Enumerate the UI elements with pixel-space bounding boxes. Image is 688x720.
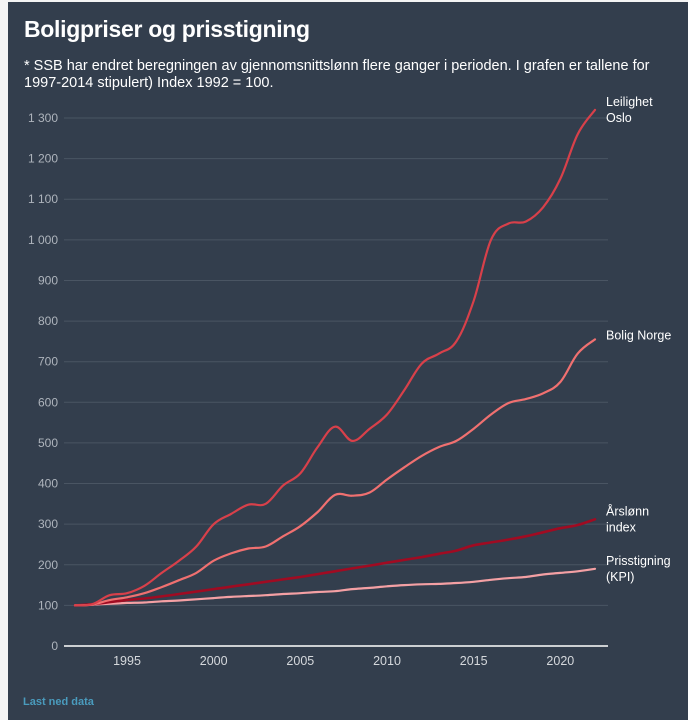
y-tick-label: 700 [38,355,58,369]
y-tick-label: 800 [38,314,58,328]
x-tick-label: 2015 [460,654,488,668]
series-labels: Leilighet Oslo Bolig Norge Årslønn index Pris… [606,95,671,584]
y-tick-label: 400 [38,477,58,491]
chart-title: Boligpriser og prisstigning [24,16,310,42]
y-tick-label: 1 000 [28,233,58,247]
y-axis-ticks: 0 100 200 300 400 500 600 700 800 900 1 000 1 100 1 … [28,111,58,653]
y-tick-label: 200 [38,558,58,572]
series-label-rsl-nn-index: Årslønn [606,503,649,518]
download-data-link[interactable]: Last ned data [23,696,94,708]
line-chart: 0 100 200 300 400 500 600 700 800 900 1 000 1 100 1 … [28,95,671,668]
series-label-leilighet-oslo: Leilighet [606,95,653,109]
y-tick-label: 1 100 [28,192,58,206]
series-line-prisstigning-kpi [73,567,597,607]
x-tick-label: 2000 [200,654,228,668]
chart-subtitle: * SSB har endret beregningen av gjennoms… [24,58,650,91]
series-line-rsl-nn-index [73,518,597,607]
y-tick-label: 0 [51,639,58,653]
series-label-leilighet-oslo: Oslo [606,111,632,125]
x-axis-ticks: 1995 2000 2005 2010 2015 2020 [113,654,574,668]
x-tick-label: 2020 [546,654,574,668]
y-tick-label: 100 [38,598,58,612]
y-tick-label: 300 [38,517,58,531]
series-lines [73,108,597,607]
series-label-prisstigning-kpi: (KPI) [606,570,634,584]
series-line-leilighet-oslo [73,108,597,607]
x-tick-label: 2010 [373,654,401,668]
series-label-bolig-norge: Bolig Norge [606,328,671,342]
x-tick-label: 1995 [113,654,141,668]
y-tick-label: 1 200 [28,152,58,166]
series-label-prisstigning-kpi: Prisstigning [606,554,671,568]
y-tick-label: 1 300 [28,111,58,125]
gridlines [64,117,608,647]
chart-card: Boligpriser og prisstigning * SSB har en… [8,2,688,720]
y-tick-label: 600 [38,395,58,409]
y-tick-label: 500 [38,436,58,450]
x-tick-label: 2005 [286,654,314,668]
series-line-bolig-norge [73,338,597,607]
y-tick-label: 900 [38,273,58,287]
series-label-rsl-nn-index: index [606,520,637,534]
